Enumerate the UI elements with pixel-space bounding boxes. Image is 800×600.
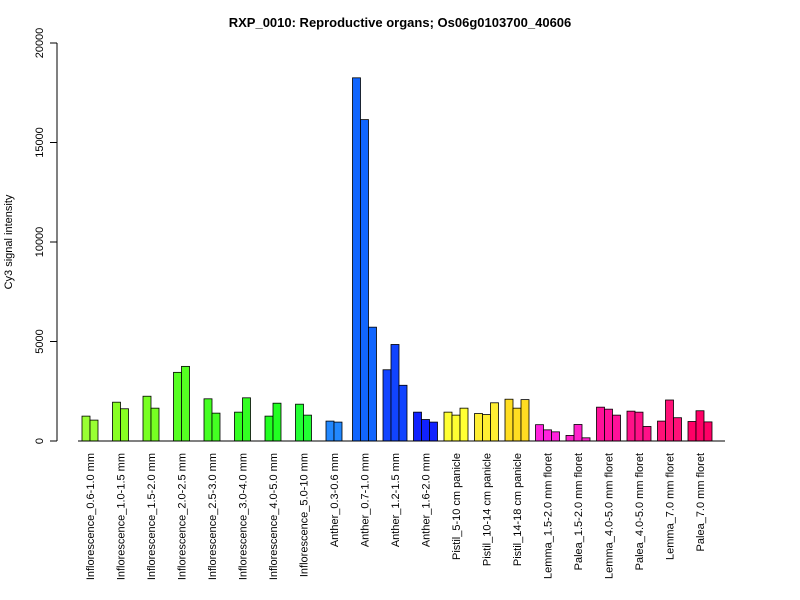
bar	[429, 421, 438, 442]
bar	[504, 398, 514, 442]
y-axis: 0 5000 10000 15000 20000	[34, 28, 58, 444]
bar	[612, 414, 621, 442]
bar	[81, 415, 91, 442]
x-axis-labels: Inflorescence_0.6-1.0 mm Inflorescence_1.…	[85, 453, 707, 580]
y-tick-label: 10000	[34, 227, 46, 258]
bar	[211, 412, 221, 442]
y-axis-label: Cy3 signal intensity	[3, 194, 15, 289]
bar	[234, 411, 243, 442]
bar	[181, 365, 190, 442]
x-tick-label: Inflorescence_5.0-10 mm	[299, 453, 311, 577]
bar	[474, 413, 483, 442]
bar	[443, 411, 453, 442]
bar	[520, 399, 530, 442]
bar	[535, 424, 544, 442]
y-tick-label: 15000	[34, 127, 46, 158]
x-tick-label: Inflorescence_3.0-4.0 mm	[238, 453, 250, 580]
bar	[573, 424, 583, 442]
bar	[604, 408, 613, 442]
bar	[173, 371, 182, 442]
bar	[142, 395, 152, 442]
bar	[203, 398, 213, 442]
x-tick-label: Pistil_5-10 cm panicle	[451, 453, 463, 560]
bar	[89, 419, 99, 442]
bar	[703, 421, 713, 442]
bar	[459, 407, 469, 442]
bar	[626, 410, 636, 442]
x-tick-label: Palea_7.0 mm floret	[695, 453, 707, 551]
bars	[81, 77, 713, 442]
bar	[421, 419, 430, 442]
x-tick-label: Lemma_7.0 mm floret	[665, 453, 677, 560]
bar	[398, 384, 408, 442]
bar	[112, 401, 121, 442]
bar	[490, 402, 499, 442]
bar	[325, 420, 335, 442]
bar	[596, 406, 605, 442]
x-tick-label: Lemma_1.5-2.0 mm floret	[543, 453, 555, 579]
x-tick-label: Anther_0.7-1.0 mm	[360, 453, 372, 547]
x-tick-label: Palea_4.0-5.0 mm floret	[634, 453, 646, 570]
bar	[352, 77, 361, 442]
x-tick-label: Lemma_4.0-5.0 mm floret	[604, 453, 616, 579]
x-tick-label: Palea_1.5-2.0 mm floret	[573, 453, 585, 570]
bar	[543, 429, 552, 442]
bar	[390, 344, 400, 442]
bar	[565, 435, 575, 442]
y-tick-label: 5000	[34, 329, 46, 353]
bar	[642, 426, 652, 442]
x-tick-label: Inflorescence_1.5-2.0 mm	[146, 453, 158, 580]
bar	[382, 369, 392, 442]
bar	[150, 407, 160, 442]
bar	[295, 403, 304, 442]
x-tick-label: Inflorescence_0.6-1.0 mm	[85, 453, 97, 580]
bar	[333, 421, 343, 442]
bar	[673, 417, 682, 442]
x-tick-label: Pistil_10-14 cm panicle	[482, 453, 494, 566]
bar	[695, 410, 705, 442]
bar	[451, 414, 461, 442]
y-tick-label: 0	[34, 438, 46, 444]
bar	[303, 414, 312, 442]
x-tick-label: Anther_0.3-0.6 mm	[329, 453, 341, 547]
bar	[551, 431, 560, 442]
x-tick-label: Inflorescence_1.0-1.5 mm	[116, 453, 128, 580]
bar	[665, 399, 674, 442]
bar	[264, 415, 274, 442]
y-tick-label: 20000	[34, 28, 46, 59]
x-tick-label: Anther_1.2-1.5 mm	[390, 453, 402, 547]
bar	[657, 420, 666, 442]
x-tick-label: Inflorescence_2.0-2.5 mm	[177, 453, 189, 580]
chart-title: RXP_0010: Reproductive organs; Os06g0103…	[229, 15, 572, 30]
bar	[120, 408, 129, 442]
bar	[272, 402, 282, 442]
bar	[360, 119, 369, 442]
bar	[634, 411, 644, 442]
x-tick-label: Inflorescence_2.5-3.0 mm	[207, 453, 219, 580]
bar	[413, 411, 422, 442]
bar	[512, 407, 522, 442]
bar	[482, 414, 491, 442]
bar	[242, 397, 251, 442]
bar	[368, 326, 377, 442]
x-tick-label: Pistil_14-18 cm panicle	[512, 453, 524, 566]
x-tick-label: Inflorescence_4.0-5.0 mm	[268, 453, 280, 580]
bar	[687, 421, 697, 442]
x-tick-label: Anther_1.6-2.0 mm	[421, 453, 433, 547]
